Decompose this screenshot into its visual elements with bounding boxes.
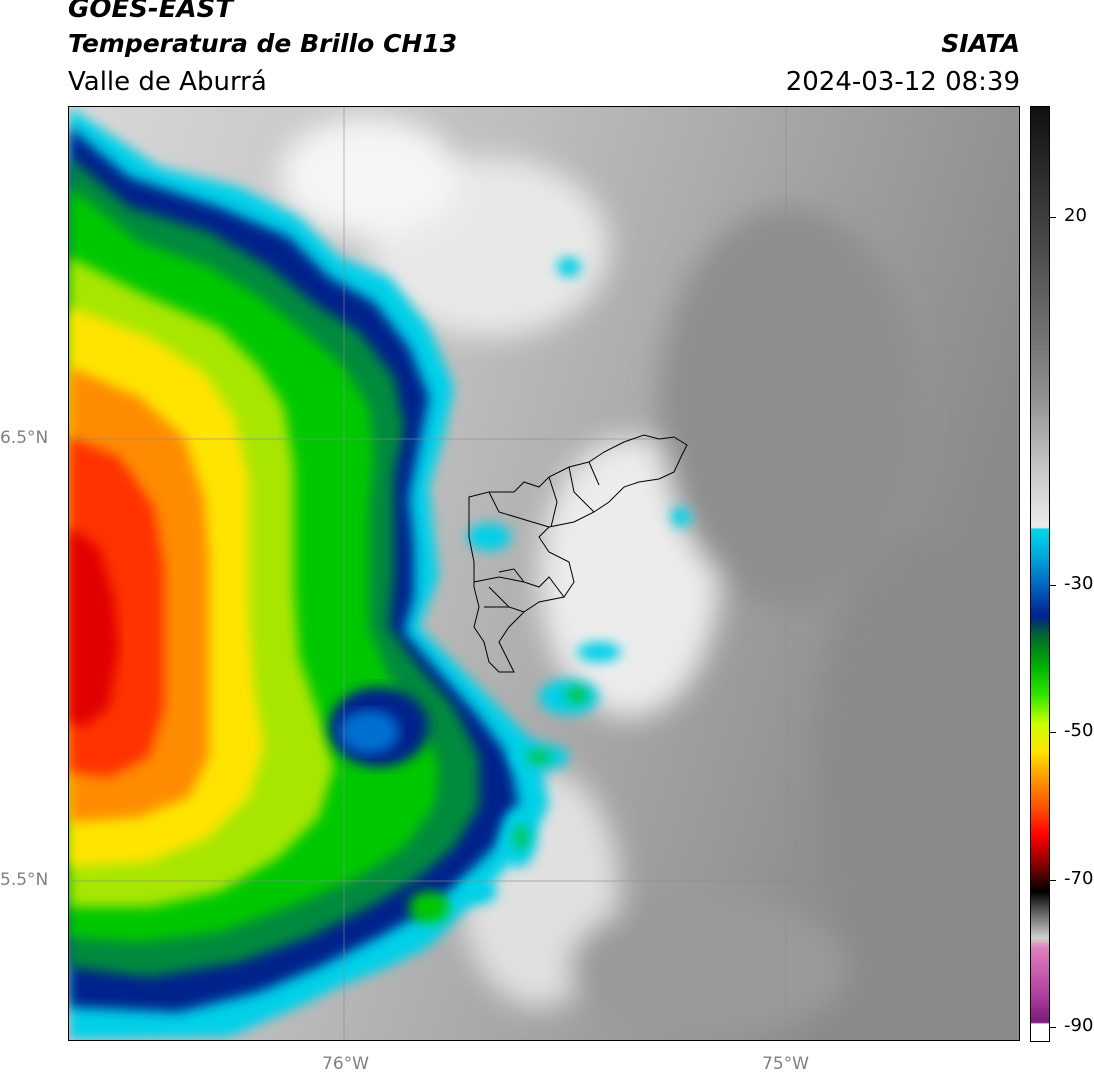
warm-texture: [279, 117, 1019, 1037]
municipal-boundaries: [468, 434, 688, 673]
lat-label-6-5n: 6.5°N: [0, 428, 49, 448]
colorbar-tick-label: 20: [1064, 204, 1087, 226]
lat-label-5-5n: 5.5°N: [0, 870, 49, 890]
colorbar-tick: [1050, 732, 1056, 734]
satellite-map-canvas: [69, 107, 1019, 1040]
colorbar-tick-label: -90: [1064, 1015, 1094, 1037]
colorbar-tick: [1050, 216, 1056, 218]
colorbar-tick-label: -70: [1064, 867, 1094, 889]
colorbar-tick-label: -30: [1064, 573, 1094, 595]
grid-lines: [69, 107, 1019, 1040]
small-cloud-cells: [409, 257, 691, 923]
satellite-map[interactable]: [68, 106, 1020, 1041]
colorbar-gradient: [1031, 107, 1049, 1041]
colorbar-tick: [1050, 585, 1056, 587]
region-label: Valle de Aburrá: [68, 67, 267, 97]
lon-label-76w: 76°W: [322, 1054, 369, 1074]
colorbar-tick: [1050, 1027, 1056, 1029]
map-title: GOES-EAST: [68, 0, 234, 24]
colorbar-tick-label: -50: [1064, 720, 1094, 742]
map-subtitle: Temperatura de Brillo CH13: [68, 29, 458, 58]
lon-label-75w: 75°W: [762, 1054, 809, 1074]
organization-label: SIATA: [941, 29, 1020, 58]
timestamp-label: 2024-03-12 08:39: [785, 67, 1020, 97]
colorbar: [1030, 106, 1050, 1042]
convective-cloud: [69, 107, 549, 1040]
colorbar-tick: [1050, 879, 1056, 881]
